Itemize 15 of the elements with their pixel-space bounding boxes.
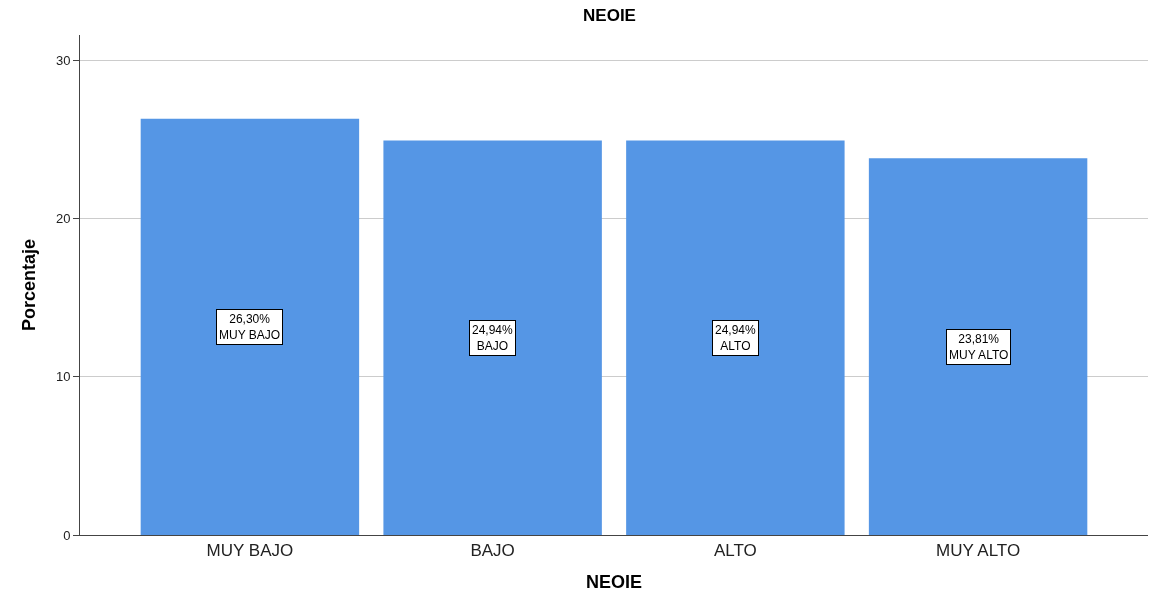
data-label: 24,94% ALTO xyxy=(715,323,757,353)
y-tick-label: 10 xyxy=(55,369,71,385)
data-label: 24,94% BAJO xyxy=(472,323,514,353)
x-tick-label: MUY BAJO xyxy=(206,541,294,561)
y-axis-title: Porcentaje xyxy=(19,238,40,332)
x-tick-label: BAJO xyxy=(470,541,515,561)
x-tick-label: ALTO xyxy=(713,541,757,561)
chart-title: NEOIE xyxy=(583,6,636,26)
y-tick-label: 20 xyxy=(55,211,71,227)
data-label: 26,30% MUY BAJO xyxy=(219,312,281,342)
x-axis-title: NEOIE xyxy=(585,571,643,592)
y-tick-label: 30 xyxy=(55,52,71,68)
y-tick-label: 0 xyxy=(63,527,71,543)
x-tick-label: MUY ALTO xyxy=(936,541,1021,561)
data-label: 23,81% MUY ALTO xyxy=(949,332,1009,362)
